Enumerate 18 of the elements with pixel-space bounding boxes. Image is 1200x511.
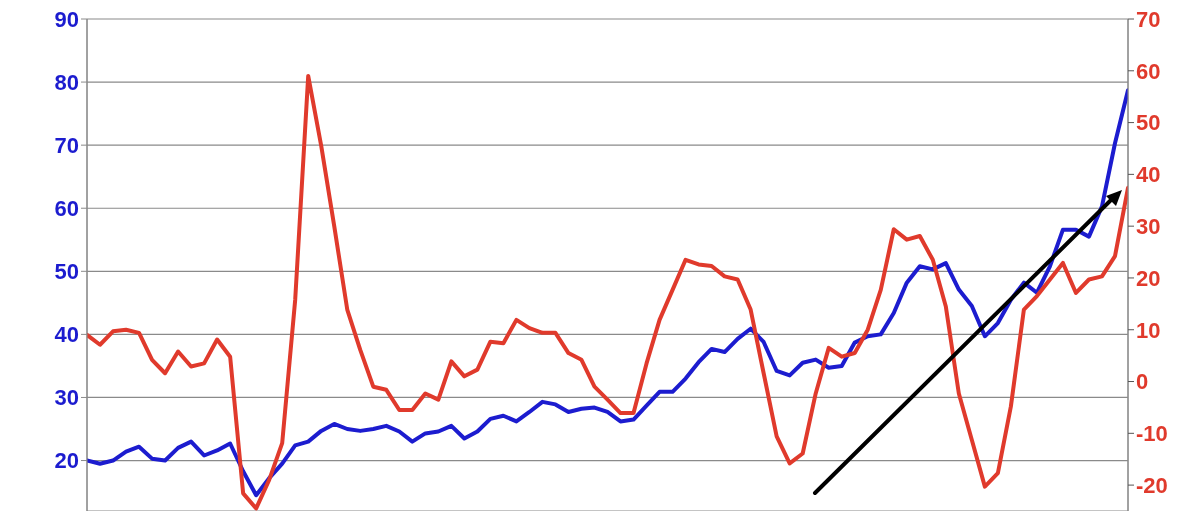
y-tick-label: 90 (54, 6, 79, 32)
y2-tick-label: 50 (1136, 110, 1161, 136)
y-tick-label: 80 (54, 69, 79, 95)
y2-tick-label: 20 (1136, 265, 1161, 291)
y-tick-label: 30 (54, 385, 79, 411)
y2-tick-label: -10 (1136, 421, 1168, 447)
y2-tick-label: 30 (1136, 213, 1161, 239)
y-tick-label: 70 (54, 132, 79, 158)
y2-tick-label: -20 (1136, 472, 1168, 498)
y2-tick-label: 10 (1136, 317, 1161, 343)
y2-tick-label: 60 (1136, 58, 1161, 84)
y2-tick-label: 70 (1136, 6, 1161, 32)
y-tick-label: 40 (54, 322, 79, 348)
y-tick-label: 50 (54, 259, 79, 285)
y-tick-label: 60 (54, 196, 79, 222)
y-tick-label: 20 (54, 448, 79, 474)
y2-tick-label: 40 (1136, 162, 1161, 188)
y2-tick-label: 0 (1136, 369, 1149, 395)
